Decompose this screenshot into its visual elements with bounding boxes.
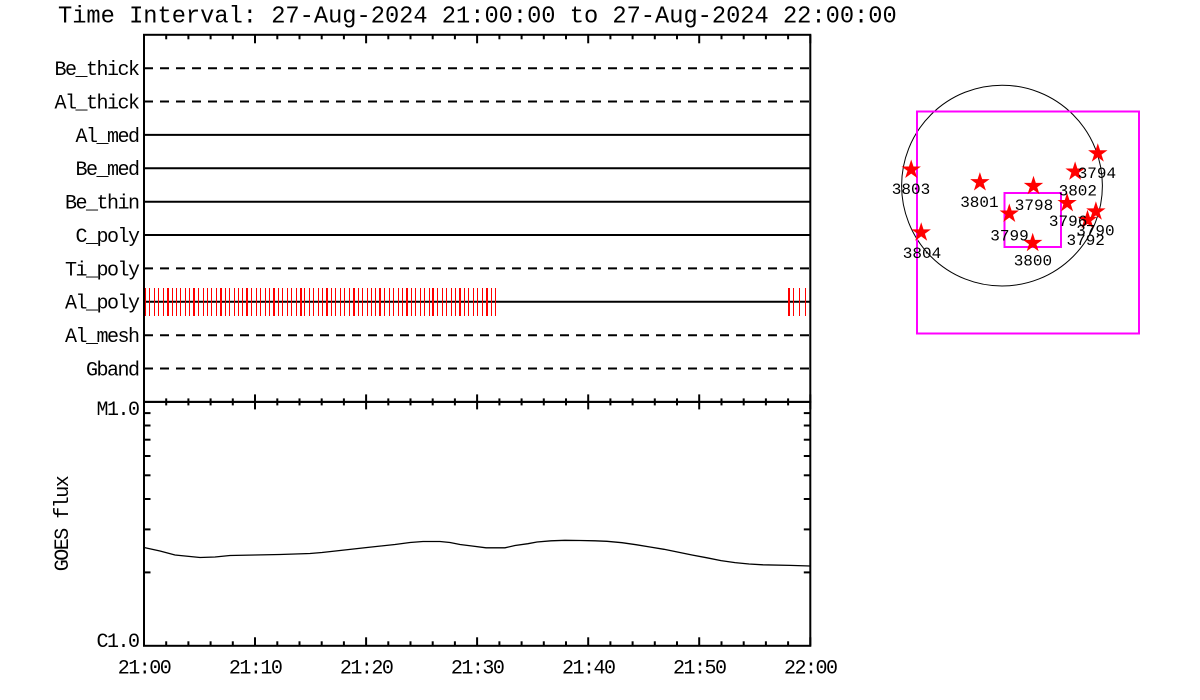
svg-text:3796: 3796 [1049, 213, 1087, 231]
svg-text:21:50: 21:50 [673, 658, 726, 681]
svg-text:Ti_poly: Ti_poly [65, 259, 140, 282]
svg-text:3792: 3792 [1066, 232, 1104, 250]
svg-text:Al_thick: Al_thick [54, 92, 139, 115]
svg-text:3801: 3801 [960, 194, 998, 212]
svg-text:3798: 3798 [1015, 197, 1053, 215]
svg-text:21:10: 21:10 [229, 658, 282, 681]
svg-text:3800: 3800 [1014, 253, 1052, 271]
svg-text:21:40: 21:40 [562, 658, 615, 681]
svg-text:C_poly: C_poly [75, 226, 140, 249]
svg-text:3802: 3802 [1059, 183, 1097, 201]
svg-text:22:00: 22:00 [784, 658, 837, 681]
svg-text:C1.0: C1.0 [96, 631, 139, 654]
svg-text:Be_med: Be_med [75, 159, 139, 182]
svg-text:3804: 3804 [903, 245, 941, 263]
svg-text:21:20: 21:20 [340, 658, 393, 681]
svg-text:3790: 3790 [1076, 223, 1114, 241]
svg-text:Al_mesh: Al_mesh [65, 326, 139, 349]
svg-text:Be_thin: Be_thin [65, 193, 139, 216]
svg-text:3803: 3803 [892, 181, 930, 199]
svg-text:M1.0: M1.0 [96, 399, 139, 422]
svg-text:Be_thick: Be_thick [54, 59, 139, 82]
svg-text:Gband: Gband [86, 359, 139, 382]
svg-text:21:00: 21:00 [118, 658, 171, 681]
svg-text:Time Interval: 27-Aug-2024 21:: Time Interval: 27-Aug-2024 21:00:00 to 2… [58, 4, 897, 31]
svg-text:GOES flux: GOES flux [52, 475, 75, 571]
svg-text:Al_med: Al_med [75, 126, 139, 149]
svg-text:3794: 3794 [1078, 165, 1116, 183]
svg-text:Al_poly: Al_poly [65, 293, 140, 316]
svg-text:3799: 3799 [990, 228, 1028, 246]
svg-text:21:30: 21:30 [451, 658, 504, 681]
